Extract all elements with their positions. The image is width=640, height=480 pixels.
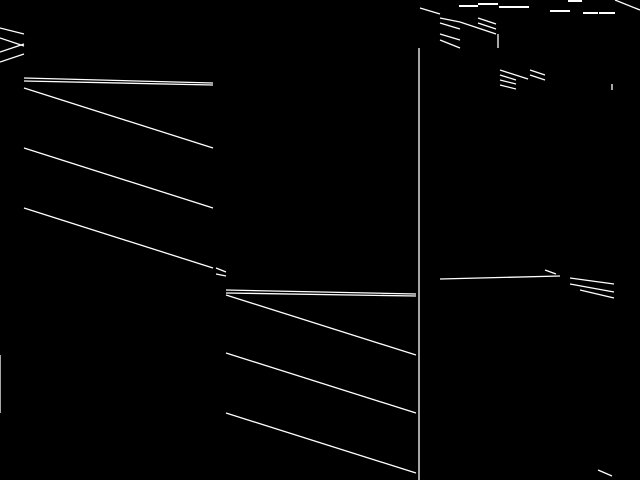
streak xyxy=(439,39,461,49)
streak xyxy=(477,17,497,25)
streak xyxy=(23,207,214,269)
streak xyxy=(439,17,461,23)
streak xyxy=(23,147,214,209)
streak xyxy=(0,27,25,35)
streak xyxy=(225,412,417,474)
streak xyxy=(215,267,227,273)
streak xyxy=(544,269,557,275)
streak xyxy=(529,69,546,76)
streak xyxy=(459,21,497,35)
streak xyxy=(499,6,529,8)
streak xyxy=(459,5,478,7)
streak xyxy=(599,12,615,14)
streak xyxy=(579,289,615,299)
streak xyxy=(23,80,214,86)
streak xyxy=(23,87,214,149)
streak xyxy=(439,33,461,41)
streak xyxy=(478,3,498,5)
streak xyxy=(439,22,461,30)
streak xyxy=(499,79,517,85)
streak xyxy=(439,275,561,280)
streak xyxy=(569,277,615,285)
streak xyxy=(215,273,227,277)
streak xyxy=(419,7,441,15)
streak xyxy=(568,0,582,2)
streak xyxy=(225,289,417,295)
streak xyxy=(550,10,570,12)
streak xyxy=(225,294,417,356)
streak xyxy=(499,74,517,81)
streak xyxy=(597,469,613,477)
streak xyxy=(23,77,214,84)
streak xyxy=(583,12,598,14)
streak xyxy=(477,22,497,30)
streak xyxy=(499,84,517,90)
streak xyxy=(499,69,529,80)
streak xyxy=(0,53,25,63)
streak xyxy=(225,352,417,414)
streak xyxy=(225,292,417,297)
streak xyxy=(529,74,546,81)
streak xyxy=(569,283,615,293)
streak xyxy=(614,0,640,11)
streak xyxy=(0,43,25,53)
